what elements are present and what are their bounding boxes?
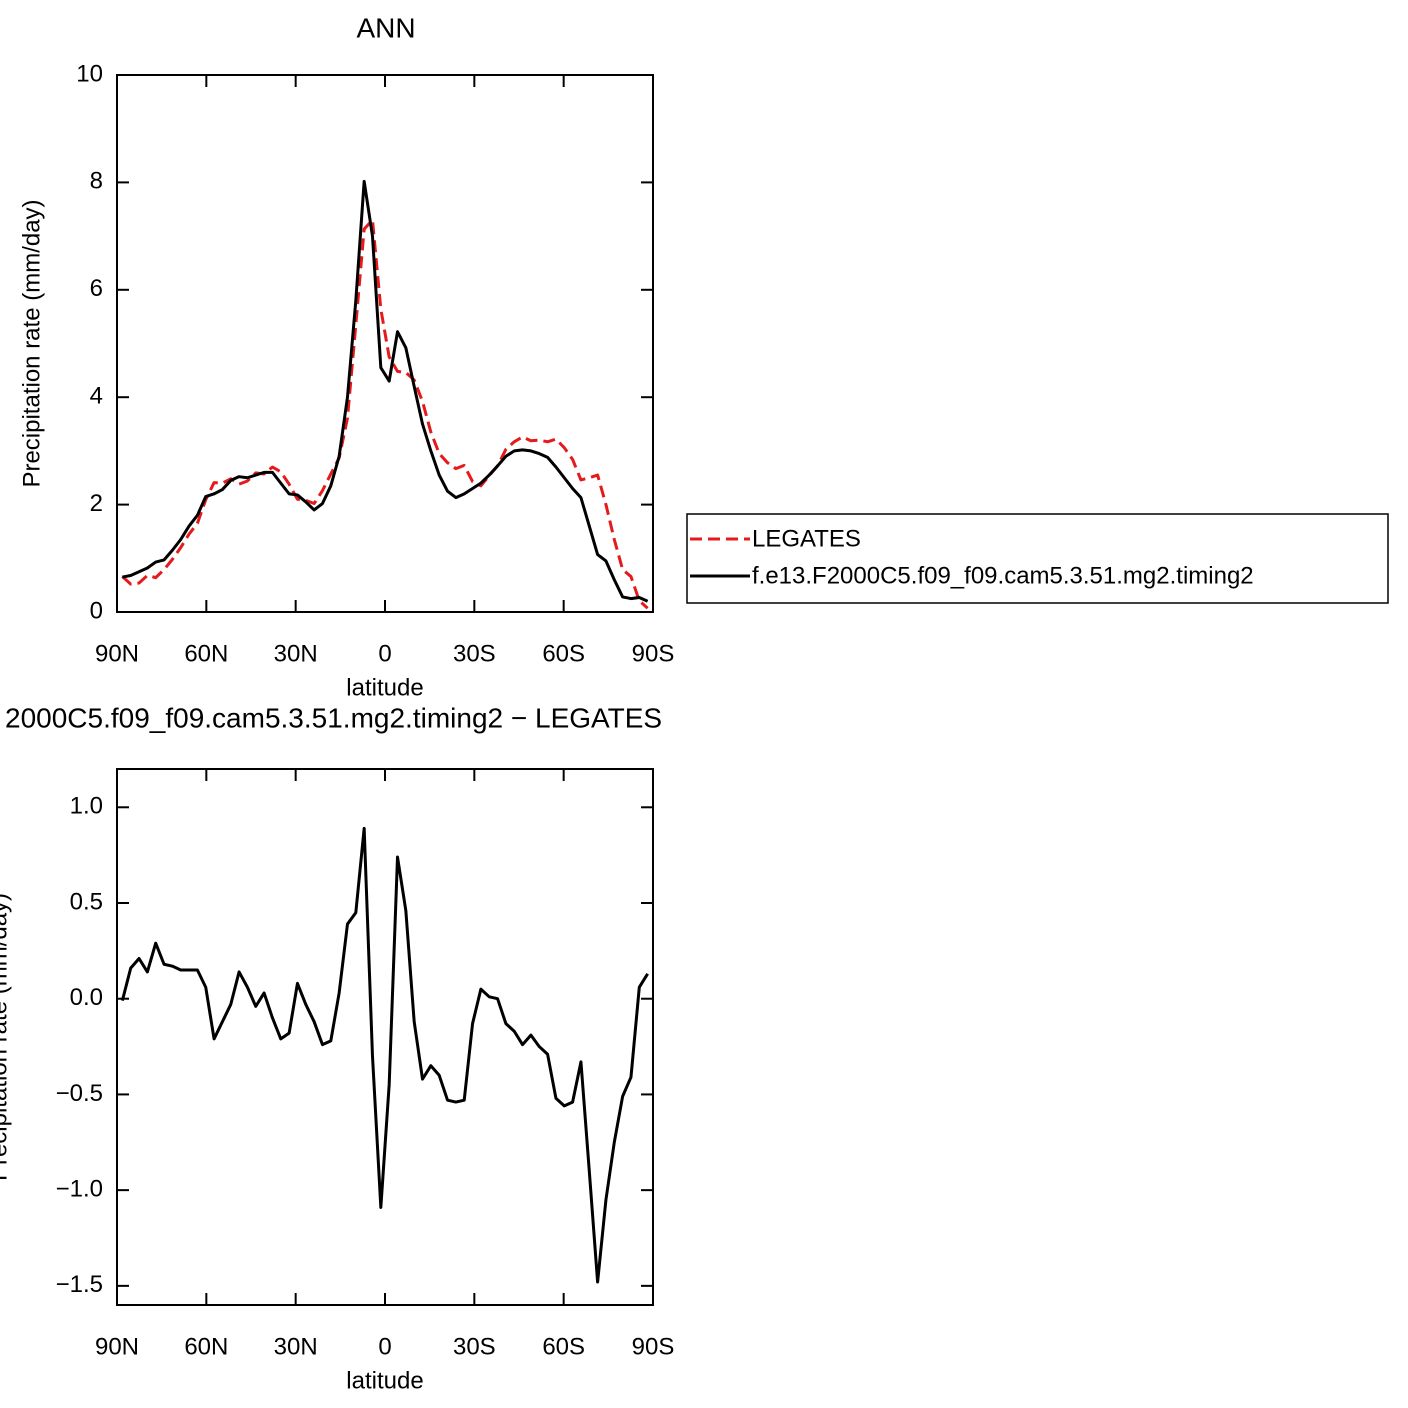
y-tick-label: 8: [90, 168, 103, 195]
y-tick-label: 6: [90, 275, 103, 302]
x-tick-label: 0: [378, 640, 391, 667]
x-tick-label: 90S: [632, 640, 675, 667]
y-tick-label: −1.0: [56, 1175, 103, 1202]
x-tick-label: 60N: [184, 640, 228, 667]
x-tick-label: 0: [378, 1333, 391, 1360]
x-tick-label: 30N: [274, 640, 318, 667]
y-axis-label: Precipitation rate (mm/day): [0, 893, 12, 1181]
x-tick-label: 90N: [95, 640, 139, 667]
legend-label: f.e13.F2000C5.f09_f09.cam5.3.51.mg2.timi…: [752, 562, 1254, 589]
legend-label: LEGATES: [752, 525, 861, 552]
y-tick-label: 0: [90, 597, 103, 624]
plot-frame: [116, 74, 654, 613]
x-tick-label: 60S: [542, 1333, 585, 1360]
y-tick-label: −0.5: [56, 1080, 103, 1107]
x-tick-label: 30S: [453, 1333, 496, 1360]
x-tick-label: 30S: [453, 640, 496, 667]
y-tick-label: 0.5: [70, 888, 103, 915]
x-axis-label: latitude: [346, 1367, 423, 1394]
y-axis-label: Precipitation rate (mm/day): [18, 199, 45, 487]
x-axis-label: latitude: [346, 674, 423, 701]
data-line: [121, 218, 649, 610]
y-tick-label: 0.0: [70, 984, 103, 1011]
x-tick-label: 30N: [274, 1333, 318, 1360]
x-tick-label: 90S: [632, 1333, 675, 1360]
y-tick-label: 1.0: [70, 793, 103, 820]
x-tick-label: 60S: [542, 640, 585, 667]
y-tick-label: 10: [76, 60, 103, 87]
data-line: [120, 826, 649, 1284]
legend-box: [686, 513, 1389, 604]
chart-title: ANN: [356, 12, 415, 43]
chart-title: 2000C5.f09_f09.cam5.3.51.mg2.timing2 − L…: [5, 702, 662, 733]
y-tick-label: −1.5: [56, 1271, 103, 1298]
plot-frame: [116, 768, 654, 1306]
x-tick-label: 90N: [95, 1333, 139, 1360]
data-line: [122, 179, 649, 603]
y-tick-label: 2: [90, 490, 103, 517]
y-tick-label: 4: [90, 383, 103, 410]
x-tick-label: 60N: [184, 1333, 228, 1360]
